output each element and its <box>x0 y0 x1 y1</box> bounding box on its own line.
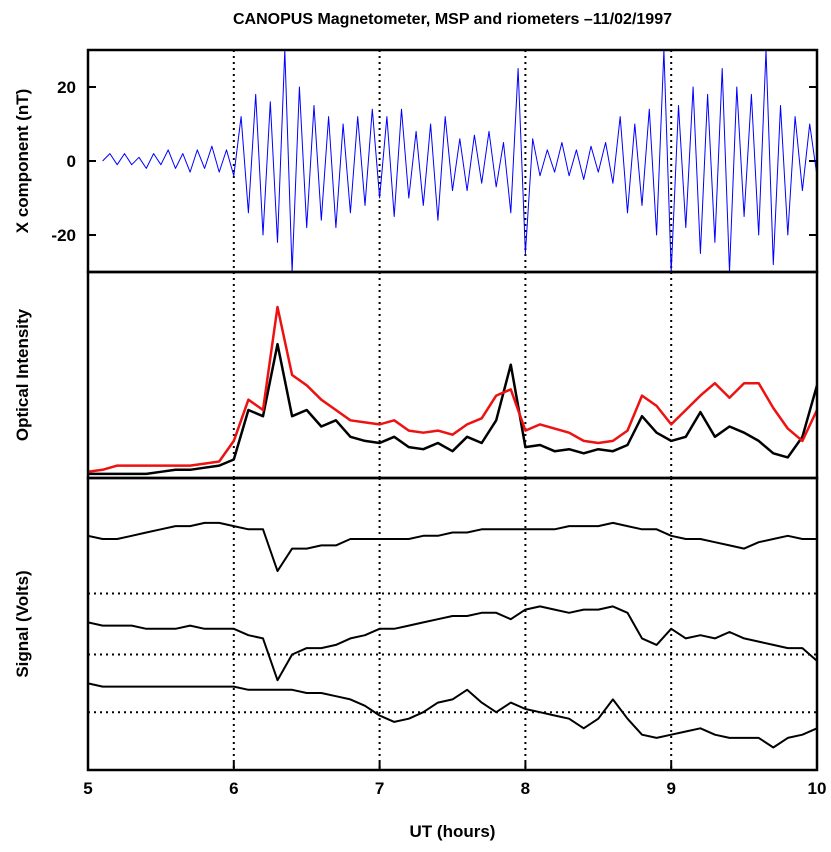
data-line <box>88 682 817 749</box>
chart-title: CANOPUS Magnetometer, MSP and riometers … <box>233 11 672 28</box>
data-line <box>102 50 817 272</box>
data-line <box>88 605 817 682</box>
panel-frame <box>86 270 819 480</box>
y-tick-label: -20 <box>51 226 76 245</box>
x-tick-label: 8 <box>521 779 530 798</box>
y-axis-label: Optical Intensity <box>13 308 32 441</box>
y-axis-label: X component (nT) <box>13 89 32 233</box>
data-line <box>88 305 817 474</box>
x-tick-label: 9 <box>666 779 675 798</box>
y-axis-label: Signal (Volts) <box>13 570 32 677</box>
x-axis-label: UT (hours) <box>410 822 496 841</box>
data-line <box>88 342 817 476</box>
y-tick-label: 0 <box>67 152 76 171</box>
x-tick-label: 10 <box>808 779 827 798</box>
y-tick-label: 20 <box>57 78 76 97</box>
x-tick-label: 5 <box>83 779 92 798</box>
panel-frame <box>86 476 819 772</box>
panel-frame <box>86 48 819 274</box>
x-tick-label: 7 <box>375 779 384 798</box>
data-line <box>88 521 817 573</box>
x-tick-label: 6 <box>229 779 238 798</box>
